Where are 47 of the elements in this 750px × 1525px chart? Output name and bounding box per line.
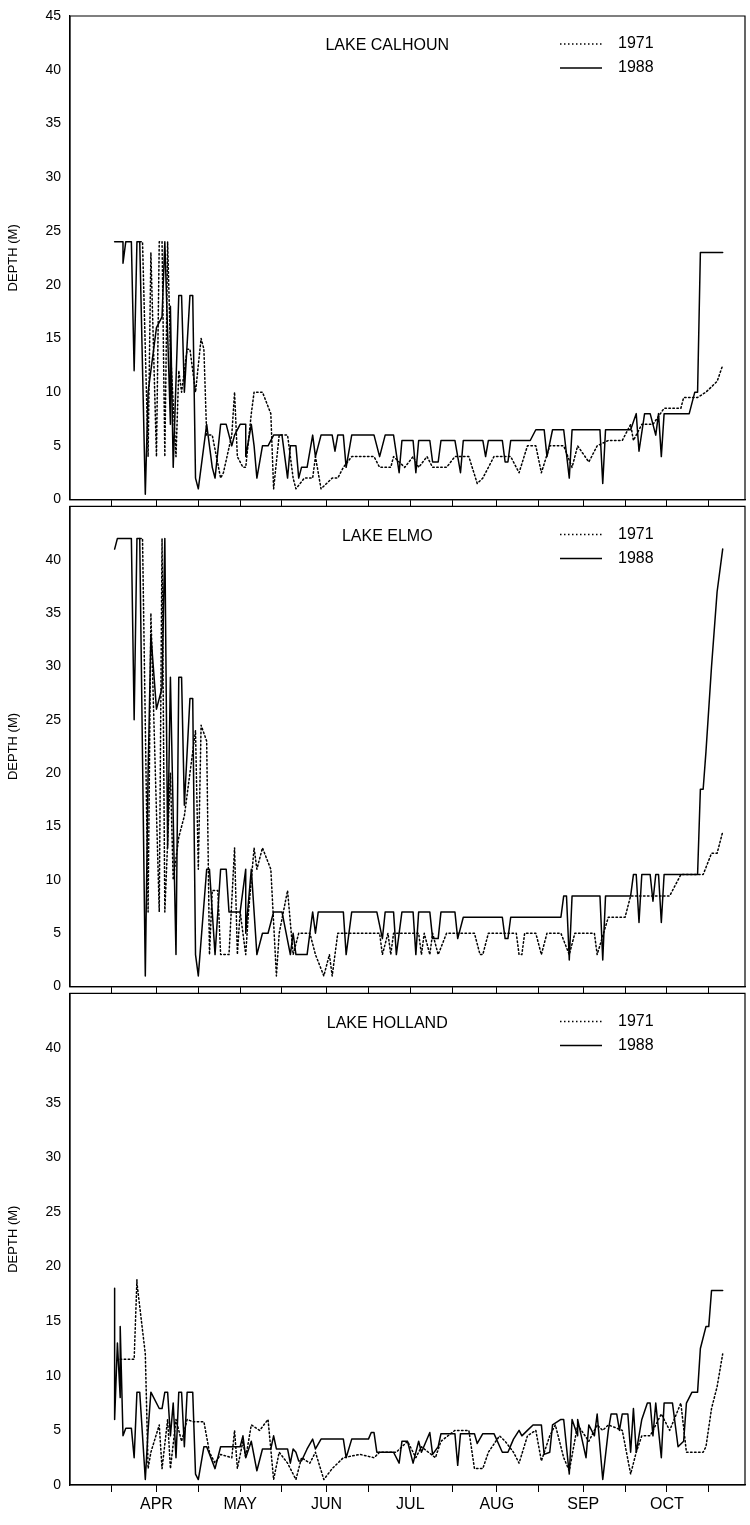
legend-label: 1988	[618, 1035, 654, 1053]
y-axis-title: DEPTH (M)	[5, 1205, 21, 1273]
text: LAKE HOLLAND	[326, 1013, 448, 1031]
y-tick-label: 5	[53, 436, 62, 453]
legend-label: 1971	[618, 524, 654, 542]
y-tick-label: 10	[45, 870, 62, 887]
y-tick-label: 25	[45, 710, 62, 727]
y-tick-label: 20	[45, 1257, 62, 1274]
y-tick-label: 30	[45, 168, 62, 185]
y-tick-label: 40	[45, 1038, 62, 1055]
x-tick-label: JUN	[311, 1495, 343, 1513]
y-tick-label: 0	[53, 490, 62, 507]
y-tick-label: 25	[45, 221, 62, 238]
x-tick-label: OCT	[650, 1495, 685, 1513]
y-tick-label: 20	[45, 275, 62, 292]
y-tick-label: 20	[45, 764, 62, 781]
x-tick-label: SEP	[567, 1495, 600, 1513]
y-tick-label: 5	[53, 924, 62, 941]
x-tick-label: JUL	[396, 1495, 425, 1513]
text: LAKE CALHOUN	[325, 36, 450, 54]
y-tick-label: 35	[45, 603, 62, 620]
y-tick-label: 30	[45, 657, 62, 674]
y-tick-label: 35	[45, 1093, 62, 1110]
y-tick-label: 15	[45, 329, 62, 346]
text: LAKE ELMO	[341, 526, 433, 544]
y-tick-label: 0	[53, 977, 62, 994]
y-tick-label: 5	[53, 1421, 62, 1438]
y-tick-label: 40	[45, 60, 62, 77]
legend-label: 1971	[618, 34, 654, 52]
y-tick-label: 0	[53, 1475, 62, 1492]
y-axis-title: DEPTH (M)	[5, 224, 21, 292]
y-axis-title: DEPTH (M)	[5, 712, 21, 781]
y-tick-label: 15	[45, 817, 62, 834]
y-tick-label: 30	[45, 1148, 62, 1165]
y-tick-label: 25	[45, 1202, 62, 1219]
y-tick-label: 10	[45, 382, 62, 399]
y-tick-label: 40	[45, 550, 62, 567]
legend-label: 1971	[618, 1011, 654, 1029]
y-tick-label: 35	[45, 114, 62, 131]
x-tick-label: AUG	[479, 1495, 515, 1513]
y-tick-label: 15	[45, 1311, 62, 1328]
y-tick-label: 45	[45, 6, 62, 23]
legend-label: 1988	[618, 548, 654, 566]
x-tick-label: MAY	[223, 1495, 258, 1513]
legend-label: 1988	[618, 58, 654, 76]
y-tick-label: 10	[45, 1366, 62, 1383]
x-tick-label: APR	[140, 1495, 173, 1513]
